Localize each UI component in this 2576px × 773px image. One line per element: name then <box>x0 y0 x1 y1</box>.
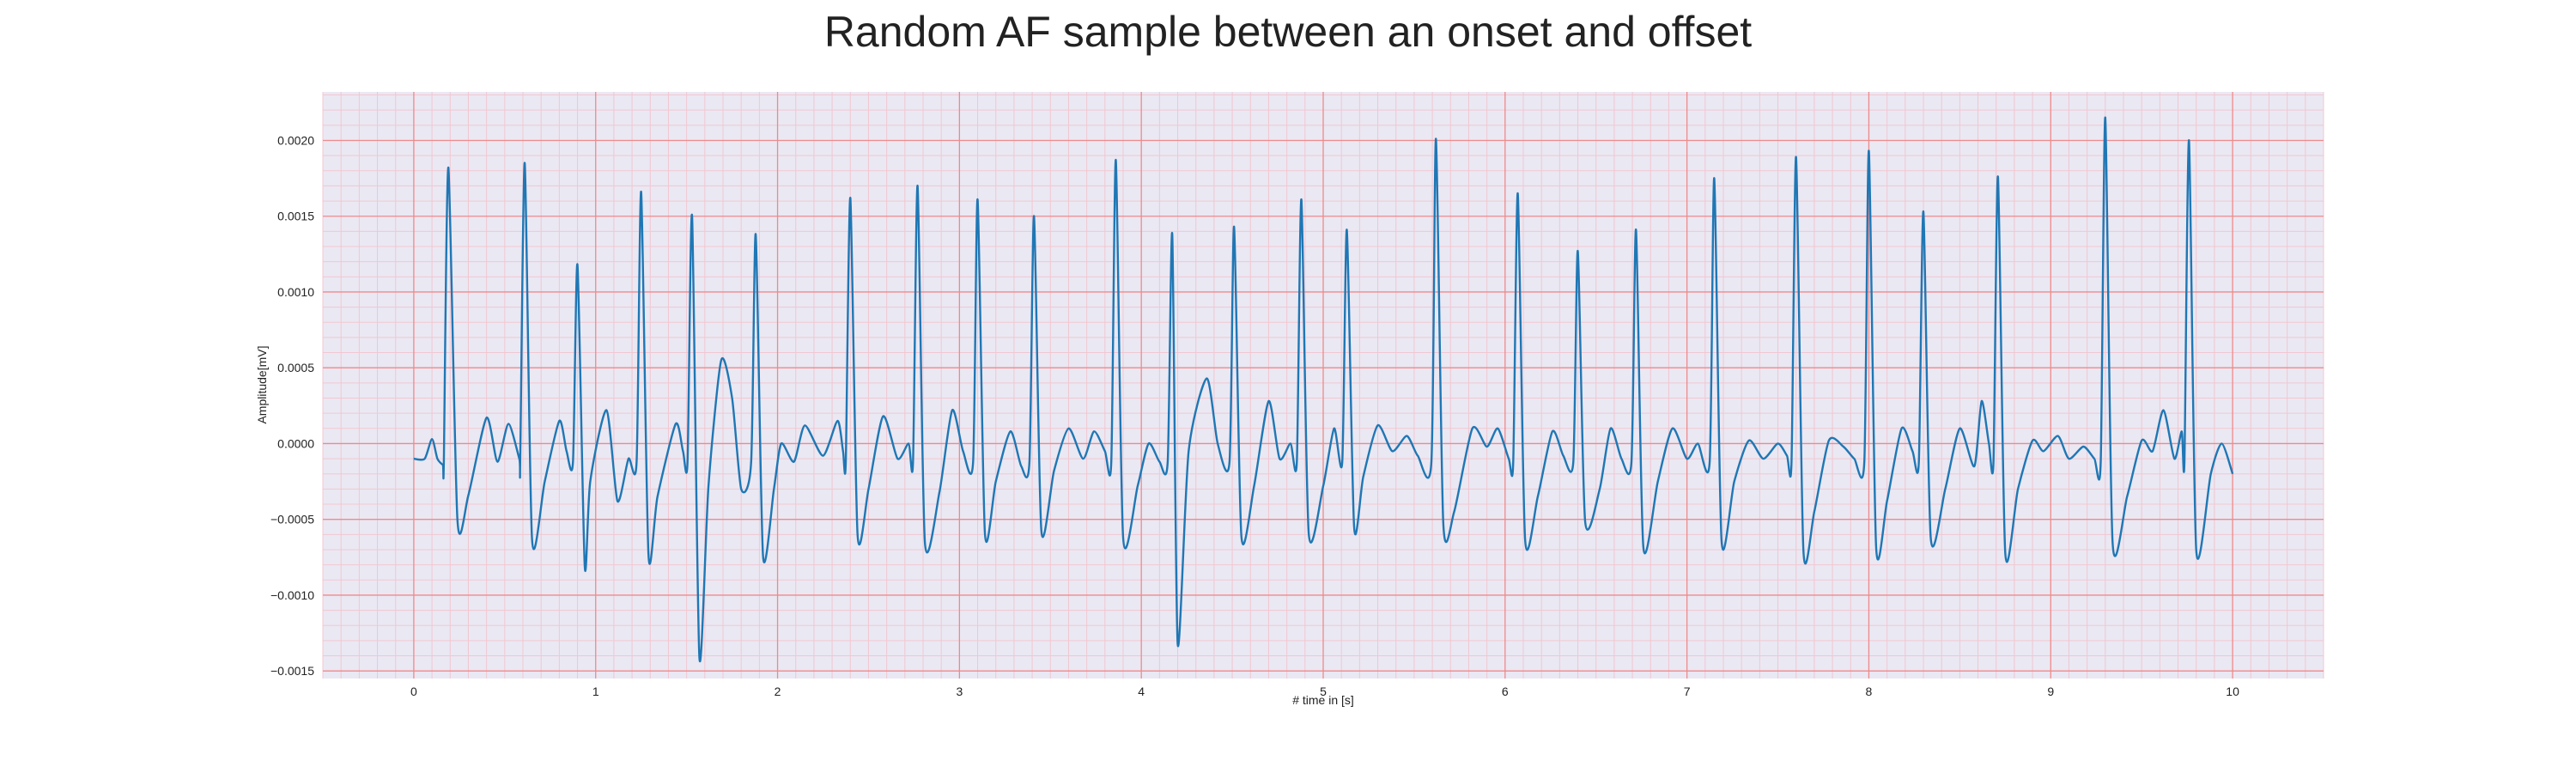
y-tick-label: −0.0015 <box>270 664 314 678</box>
x-tick-label: 2 <box>775 685 781 698</box>
y-tick-label: 0.0015 <box>277 210 314 223</box>
x-tick-label: 5 <box>1320 685 1327 698</box>
y-axis-label: Amplitude[mV] <box>255 345 269 423</box>
x-tick-label: 9 <box>2047 685 2054 698</box>
chart-title: Random AF sample between an onset and of… <box>823 8 1753 56</box>
y-tick-label: 0.0020 <box>277 133 314 147</box>
x-tick-labels: 0 1 2 3 4 5 6 7 8 9 10 <box>410 685 2239 698</box>
x-tick-label: 10 <box>2226 685 2239 698</box>
y-tick-label: 0.0005 <box>277 361 314 374</box>
y-tick-label: 0.0010 <box>277 285 314 299</box>
y-tick-label: −0.0010 <box>270 588 314 602</box>
x-tick-label: 6 <box>1502 685 1509 698</box>
y-tick-label: 0.0000 <box>277 436 314 450</box>
x-tick-label: 1 <box>592 685 599 698</box>
x-axis-label: # time in [s] <box>1292 693 1354 707</box>
y-tick-labels: −0.0015 −0.0010 −0.0005 0.0000 0.0005 0.0010 0… <box>270 133 314 678</box>
x-tick-label: 7 <box>1684 685 1691 698</box>
major-grid <box>323 92 2324 679</box>
x-tick-label: 8 <box>1866 685 1873 698</box>
x-tick-label: 3 <box>956 685 963 698</box>
y-tick-label: −0.0005 <box>270 513 314 526</box>
ecg-signal-line <box>413 116 2234 662</box>
x-tick-label: 0 <box>410 685 417 698</box>
x-tick-label: 4 <box>1138 685 1145 698</box>
